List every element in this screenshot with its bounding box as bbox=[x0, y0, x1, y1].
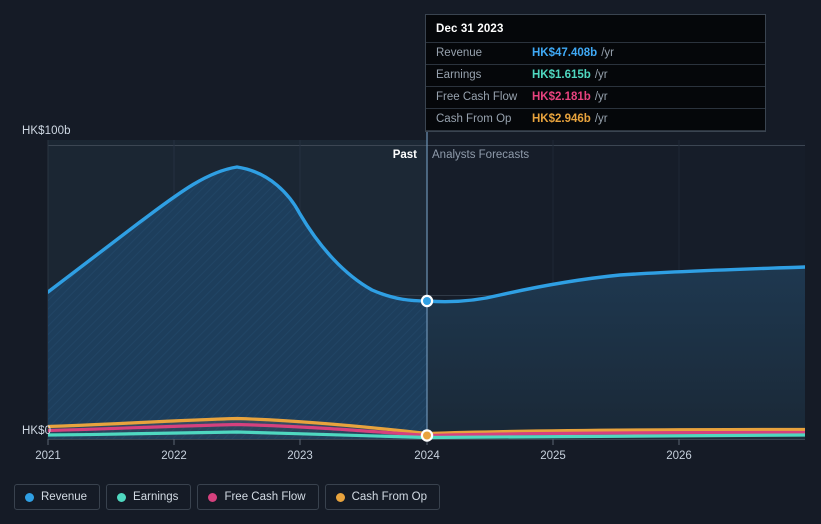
legend-label-cash-from-op: Cash From Op bbox=[351, 491, 428, 503]
tooltip-label-earnings: Earnings bbox=[436, 69, 482, 81]
legend-item-cash-from-op[interactable]: Cash From Op bbox=[324, 484, 441, 510]
x-tick-2024: 2024 bbox=[414, 450, 440, 462]
legend-item-free-cash-flow[interactable]: Free Cash Flow bbox=[197, 484, 319, 510]
x-tick-2021: 2021 bbox=[35, 450, 61, 462]
tooltip-value-free-cash-flow: HK$2.181b bbox=[532, 91, 591, 103]
tooltip-label-cash-from-op: Cash From Op bbox=[436, 113, 512, 125]
series-cash-from-op bbox=[48, 416, 805, 436]
tooltip-row-earnings: Earnings HK$1.615b /yr bbox=[426, 64, 765, 86]
tooltip-date-title: Dec 31 2023 bbox=[436, 23, 504, 35]
y-axis-top-label: HK$100b bbox=[22, 125, 71, 137]
tooltip-unit-revenue: /yr bbox=[601, 47, 614, 59]
legend-label-free-cash-flow: Free Cash Flow bbox=[224, 491, 306, 503]
x-tick-2026: 2026 bbox=[666, 450, 692, 462]
series-revenue bbox=[48, 165, 805, 304]
forecast-band-label: Analysts Forecasts bbox=[432, 149, 530, 161]
legend-dot-earnings-icon bbox=[117, 492, 127, 502]
tooltip-label-revenue: Revenue bbox=[436, 47, 483, 59]
legend-dot-free-cash-flow-icon bbox=[208, 492, 218, 502]
legend-dot-revenue-icon bbox=[25, 492, 34, 502]
legend-dot-cash-from-op-icon bbox=[335, 492, 345, 502]
legend-item-revenue[interactable]: Revenue bbox=[14, 484, 101, 510]
past-band-label: Past bbox=[392, 149, 417, 161]
tooltip-value-revenue: HK$47.408b bbox=[532, 47, 598, 59]
revenue-marker[interactable] bbox=[420, 294, 434, 308]
chart-legend: Revenue Earnings Free Cash Flow Cash Fro… bbox=[14, 484, 441, 510]
tooltip-value-cash-from-op: HK$2.946b bbox=[532, 113, 591, 125]
legend-label-revenue: Revenue bbox=[41, 491, 88, 503]
revenue-area bbox=[48, 167, 805, 439]
tooltip-row-revenue: Revenue HK$47.408b /yr bbox=[426, 42, 765, 64]
tooltip-row-cash-from-op: Cash From Op HK$2.946b /yr bbox=[426, 108, 765, 131]
tooltip-unit-earnings: /yr bbox=[594, 69, 608, 81]
tooltip-value-earnings: HK$1.615b bbox=[532, 69, 591, 81]
legend-item-earnings[interactable]: Earnings bbox=[106, 484, 192, 510]
x-tick-2023: 2023 bbox=[287, 450, 313, 462]
tooltip-row-free-cash-flow: Free Cash Flow HK$2.181b /yr bbox=[426, 86, 765, 108]
legend-label-earnings: Earnings bbox=[133, 491, 179, 503]
x-tick-2025: 2025 bbox=[540, 450, 566, 462]
series-earnings bbox=[48, 430, 805, 440]
tooltip-label-free-cash-flow: Free Cash Flow bbox=[436, 91, 518, 103]
tooltip-unit-free-cash-flow: /yr bbox=[594, 91, 608, 103]
cash-from-op-marker[interactable] bbox=[420, 429, 434, 442]
series-free-cash-flow bbox=[48, 422, 805, 438]
data-point-tooltip: Dec 31 2023 Revenue HK$47.408b /yr Earni… bbox=[425, 14, 766, 132]
tooltip-unit-cash-from-op: /yr bbox=[594, 113, 608, 125]
y-axis-zero-label: HK$0 bbox=[22, 425, 52, 437]
x-tick-2022: 2022 bbox=[161, 450, 187, 462]
